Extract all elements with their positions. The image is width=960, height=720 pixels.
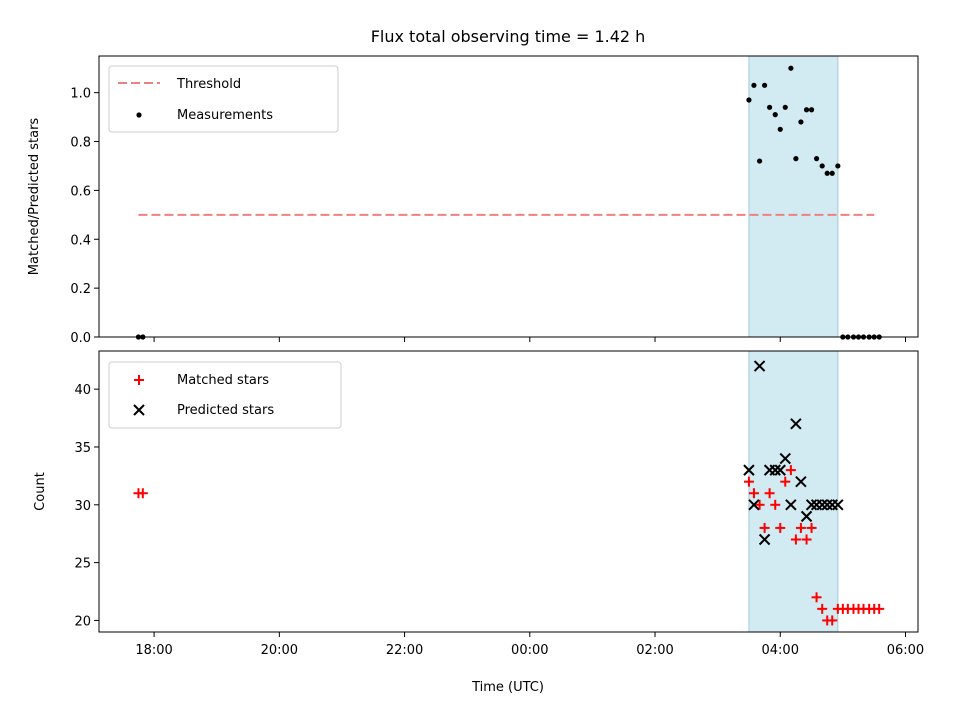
x-tick-label: 06:00 xyxy=(887,643,924,658)
matched-point xyxy=(759,522,770,533)
measurement-point xyxy=(772,112,778,118)
measurement-point xyxy=(777,126,783,132)
matched-point xyxy=(790,534,801,545)
measurement-point xyxy=(808,107,815,113)
predicted-point xyxy=(774,464,786,476)
matched-point xyxy=(764,488,775,499)
measurement-point xyxy=(788,65,794,71)
measurement-point xyxy=(819,163,825,169)
top-y-tick-label: 0.4 xyxy=(70,233,91,248)
legend-predicted-symbol xyxy=(133,404,145,416)
matched-point xyxy=(780,476,791,487)
x-tick-label: 00:00 xyxy=(511,643,548,658)
count-series xyxy=(133,360,885,626)
matched-point xyxy=(817,603,828,614)
top-y-tick-label: 1.0 xyxy=(70,87,91,102)
measurement-point xyxy=(829,170,835,176)
legend-predicted-label: Predicted stars xyxy=(177,403,274,418)
chart-title: Flux total observing time = 1.42 h xyxy=(371,27,646,46)
bottom-x-axis: 18:00 20:00 22:00 00:00 02:00 04:00 06:00 xyxy=(135,632,924,658)
top-y-tick-label: 0.0 xyxy=(70,331,91,346)
predicted-point xyxy=(758,533,771,546)
matched-point xyxy=(137,488,148,499)
bottom-y-tick-label: 40 xyxy=(74,383,91,398)
measurement-point xyxy=(813,156,820,162)
top-axes-frame xyxy=(98,55,919,338)
bottom-y-tick-label: 30 xyxy=(74,499,91,514)
bottom-axes-frame xyxy=(98,350,919,633)
matched-point xyxy=(806,522,817,533)
measurement-point xyxy=(793,156,799,162)
predicted-point xyxy=(790,418,802,430)
legend-measurements-symbol xyxy=(136,112,142,118)
legend-matched-marker xyxy=(134,375,144,385)
measurement-point xyxy=(761,82,768,88)
predicted-point xyxy=(779,452,791,465)
matched-point xyxy=(785,465,796,476)
bottom-y-tick-label: 35 xyxy=(74,441,91,456)
predicted-point xyxy=(769,464,781,476)
legend-measurements-label: Measurements xyxy=(177,108,273,123)
x-tick-label: 20:00 xyxy=(261,643,298,658)
matched-point xyxy=(874,603,885,614)
predicted-point xyxy=(805,499,818,511)
top-y-tick-label: 0.6 xyxy=(70,184,91,199)
measurement-point xyxy=(756,158,763,164)
top-legend-box xyxy=(108,65,339,133)
legend-predicted-marker xyxy=(133,404,145,416)
legend-matched-label: Matched stars xyxy=(177,373,269,388)
top-panel: 0.0 0.2 0.4 0.6 0.8 1.0 Matched/Predicted sta… xyxy=(27,55,919,346)
x-tick-label: 04:00 xyxy=(762,643,799,658)
matched-point xyxy=(743,476,754,487)
top-y-tick-label: 0.2 xyxy=(70,282,91,297)
bottom-y-tick-label: 20 xyxy=(74,614,91,629)
x-tick-label: 18:00 xyxy=(135,643,172,658)
predicted-point xyxy=(800,510,813,523)
predicted-point xyxy=(753,360,766,372)
matched-point xyxy=(748,488,759,499)
x-axis-label: Time (UTC) xyxy=(471,680,544,695)
matched-point xyxy=(811,592,822,603)
bottom-legend: Matched stars Predicted stars xyxy=(108,361,342,429)
matched-point xyxy=(770,499,781,510)
measurement-point xyxy=(803,107,810,113)
top-observing-window xyxy=(748,55,839,338)
top-x-ticks xyxy=(153,337,906,342)
measurement-point xyxy=(751,82,757,88)
x-tick-label: 02:00 xyxy=(636,643,673,658)
matched-point xyxy=(754,499,765,510)
top-y-axis-label: Matched/Predicted stars xyxy=(27,118,42,276)
matched-point xyxy=(775,522,786,533)
x-tick-label: 22:00 xyxy=(386,643,423,658)
measurement-point xyxy=(767,104,773,110)
matched-point xyxy=(795,522,806,533)
predicted-point xyxy=(748,499,760,511)
top-legend: Threshold Measurements xyxy=(108,65,339,133)
bottom-y-axis-label: Count xyxy=(33,472,48,511)
predicted-point xyxy=(816,499,828,511)
legend-threshold-label: Threshold xyxy=(176,77,241,92)
matched-point xyxy=(801,534,812,545)
bottom-observing-window xyxy=(748,350,839,633)
predicted-point xyxy=(743,464,755,476)
matched-point xyxy=(827,615,838,626)
top-y-tick-label: 0.8 xyxy=(70,136,91,151)
bottom-y-axis: 20 25 30 35 40 xyxy=(74,383,99,629)
measurement-point xyxy=(746,97,752,103)
predicted-point xyxy=(795,475,807,488)
bottom-panel: 20 25 30 35 40 18:00 20:00 22:00 00:00 02:00 04:0… xyxy=(33,350,924,695)
measurement-point xyxy=(782,104,788,110)
predicted-point xyxy=(821,499,833,511)
bottom-y-tick-label: 25 xyxy=(74,557,91,572)
top-y-axis: 0.0 0.2 0.4 0.6 0.8 1.0 xyxy=(70,87,99,346)
legend-matched-symbol xyxy=(134,375,144,385)
predicted-point xyxy=(832,499,844,511)
measurement-point xyxy=(835,163,841,169)
predicted-point xyxy=(785,499,797,511)
measurement-point xyxy=(798,119,804,125)
measurement-point xyxy=(824,170,830,176)
bottom-legend-box xyxy=(108,361,342,429)
